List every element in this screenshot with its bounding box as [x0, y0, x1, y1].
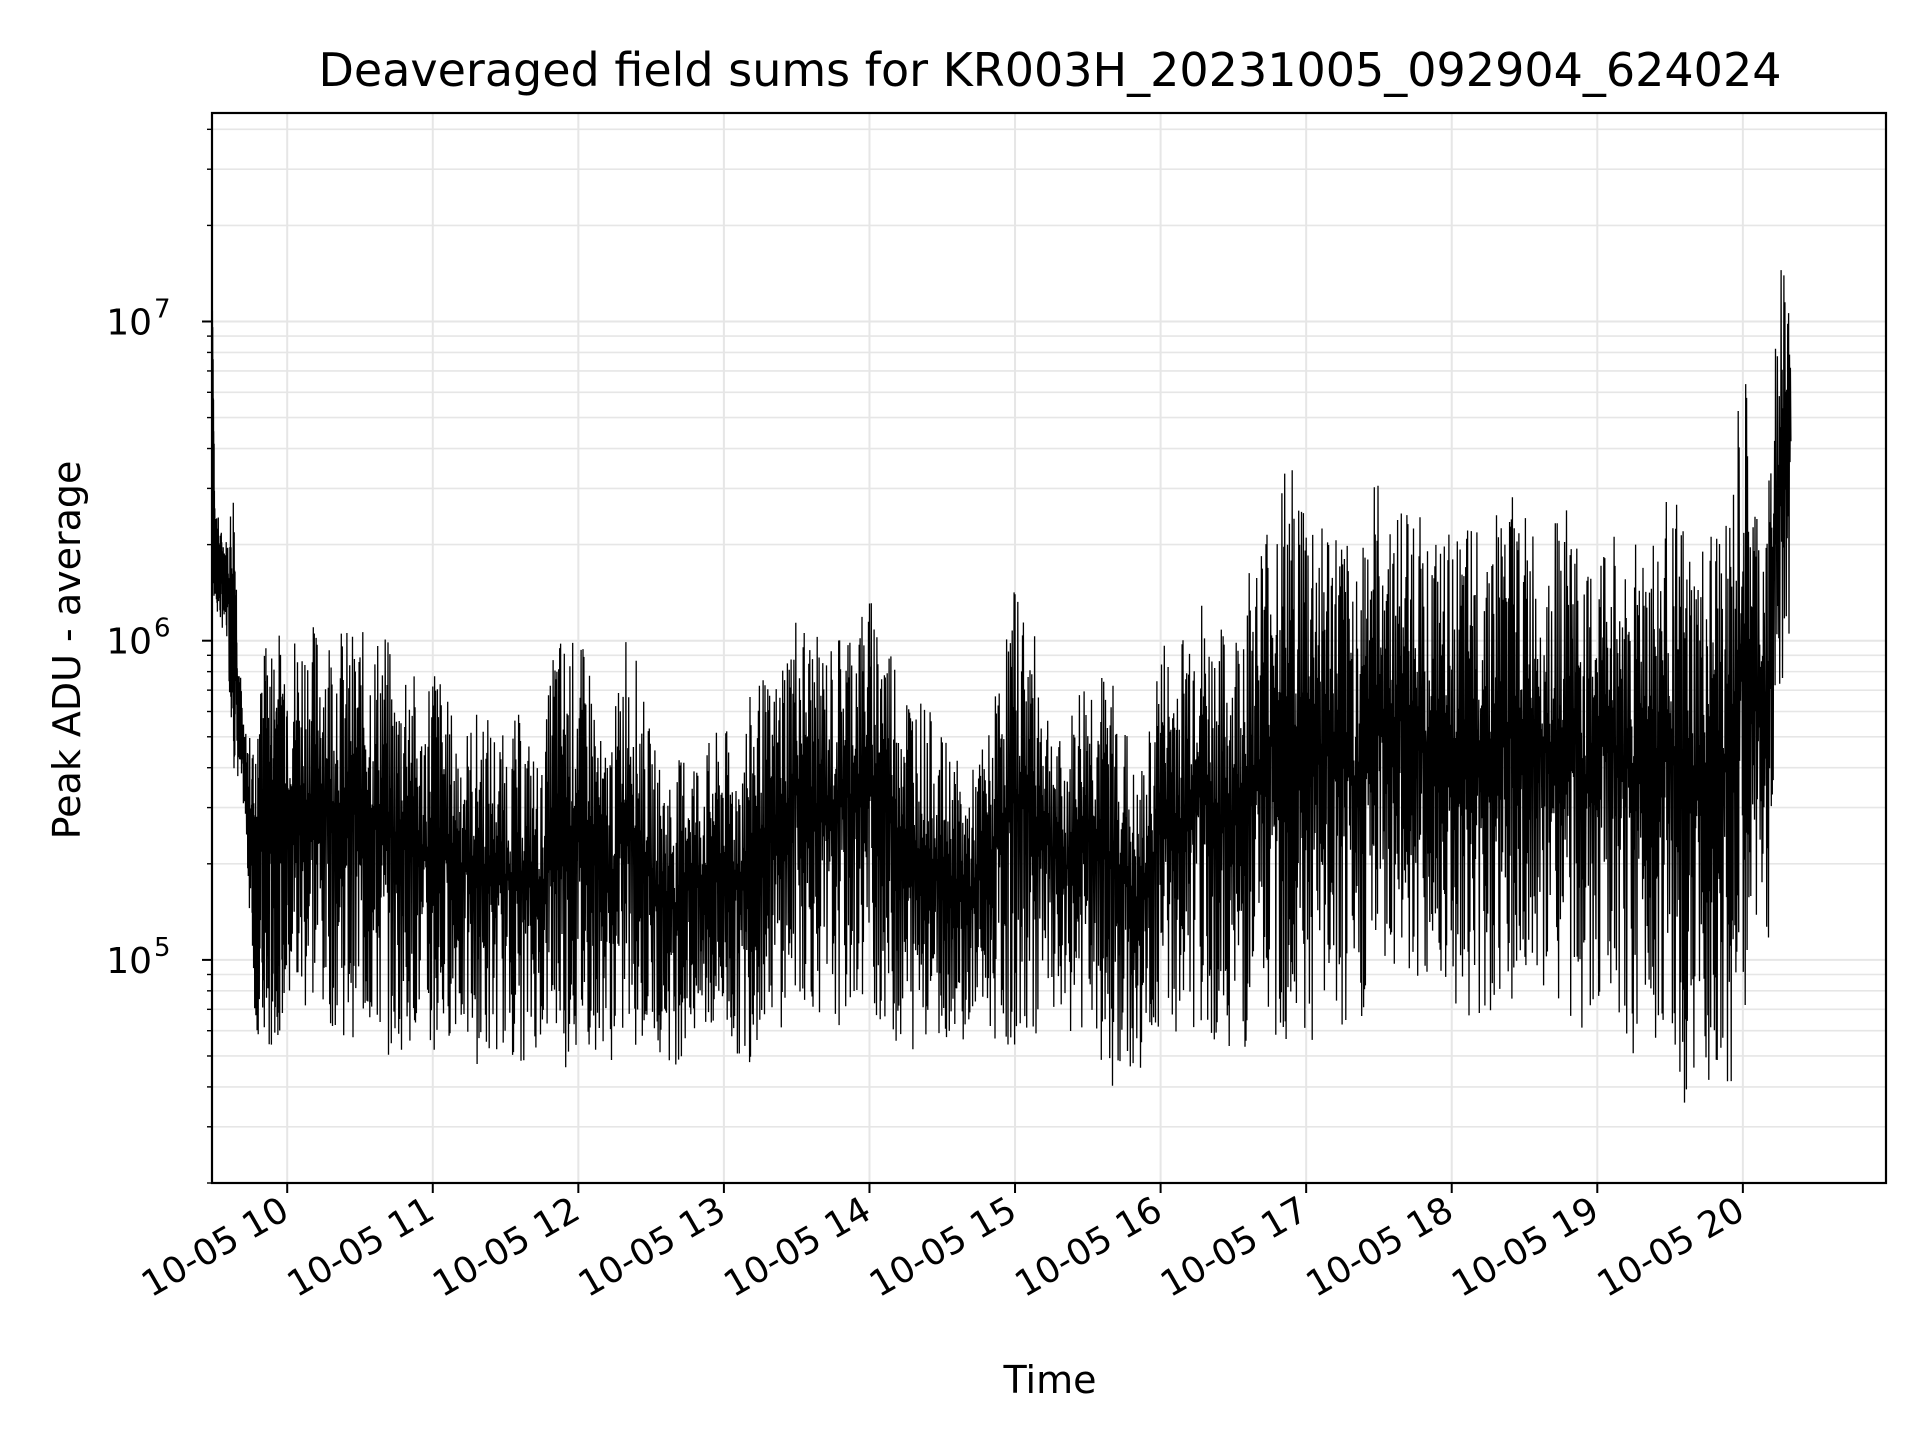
plot-frame — [210, 111, 1888, 1185]
y-axis-title: Peak ADU - average — [45, 461, 89, 840]
y-tick-label: 10 — [106, 303, 152, 344]
y-tick-exponent: 6 — [154, 614, 171, 644]
x-axis-title: Time — [1003, 1358, 1097, 1402]
y-tick-label: 10 — [106, 622, 152, 663]
data-series — [211, 264, 1792, 1103]
y-tick-exponent: 5 — [154, 933, 171, 963]
chart-title: Deaveraged field sums for KR003H_2023100… — [319, 43, 1782, 97]
y-tick-label: 10 — [106, 941, 152, 982]
series-line — [211, 264, 1792, 1103]
y-tick-exponent: 7 — [154, 295, 171, 325]
